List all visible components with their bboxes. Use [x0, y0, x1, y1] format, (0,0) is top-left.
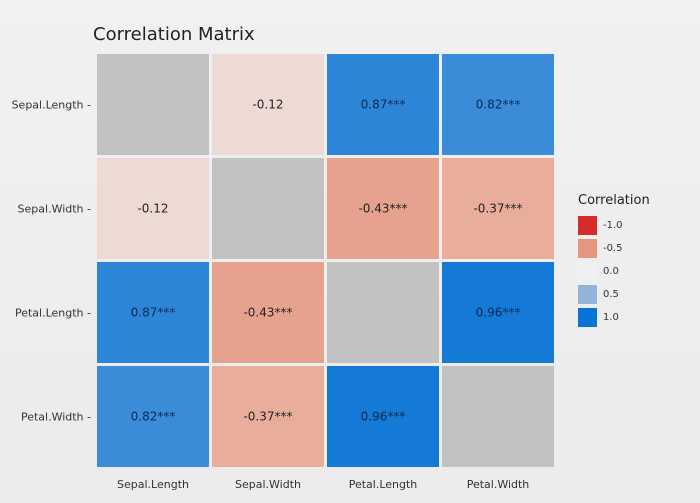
x-tick-label: Petal.Width	[467, 478, 530, 491]
legend-label: -0.5	[603, 243, 623, 254]
cell-value-label: -0.12	[137, 202, 168, 216]
legend-title: Correlation	[578, 193, 650, 208]
y-tick-label: Sepal.Width -	[18, 203, 91, 216]
heatmap-cell	[327, 158, 439, 259]
cell-value-label: 0.82***	[476, 98, 521, 112]
heatmap-cell	[212, 366, 324, 467]
heatmap-cell	[97, 366, 209, 467]
legend-entry: -0.5	[578, 237, 678, 260]
x-tick-label: Petal.Length	[349, 478, 418, 491]
legend-swatch	[578, 216, 597, 235]
cell-value-label: 0.96***	[476, 306, 521, 320]
legend-swatch	[578, 262, 597, 281]
cell-value-label: 0.96***	[361, 410, 406, 424]
heatmap-cell	[442, 54, 554, 155]
cell-value-label: 0.87***	[131, 306, 176, 320]
legend-entry: 0.5	[578, 283, 678, 306]
legend-label: 0.0	[603, 266, 619, 277]
cell-value-label: 0.82***	[131, 410, 176, 424]
legend-swatch	[578, 308, 597, 327]
x-tick-label: Sepal.Length	[117, 478, 189, 491]
y-tick-label: Sepal.Length -	[12, 99, 91, 112]
cell-value-label: 0.87***	[361, 98, 406, 112]
heatmap-cell	[442, 158, 554, 259]
heatmap-cell	[97, 158, 209, 259]
heatmap-cell	[442, 366, 554, 467]
heatmap-cell	[212, 158, 324, 259]
y-tick-label: Petal.Length -	[15, 307, 91, 320]
x-tick-label: Sepal.Width	[235, 478, 301, 491]
heatmap-cell	[442, 262, 554, 363]
legend-label: 0.5	[603, 289, 619, 300]
legend-entry: -1.0	[578, 214, 678, 237]
legend-label: -1.0	[603, 220, 623, 231]
heatmap-cell	[212, 262, 324, 363]
legend-entry: 1.0	[578, 306, 678, 329]
heatmap-cell	[212, 54, 324, 155]
legend-swatch	[578, 285, 597, 304]
heatmap-cell	[97, 262, 209, 363]
cell-value-label: -0.43***	[358, 202, 407, 216]
y-tick-label: Petal.Width -	[21, 411, 91, 424]
cell-value-label: -0.43***	[243, 306, 292, 320]
chart-title: Correlation Matrix	[93, 24, 255, 45]
legend-swatch	[578, 239, 597, 258]
legend-label: 1.0	[603, 312, 619, 323]
cell-value-label: -0.12	[252, 98, 283, 112]
legend-entry: 0.0	[578, 260, 678, 283]
cell-value-label: -0.37***	[473, 202, 522, 216]
heatmap-cell	[327, 366, 439, 467]
heatmap-cell	[97, 54, 209, 155]
cell-value-label: -0.37***	[243, 410, 292, 424]
heatmap-cell	[327, 262, 439, 363]
heatmap-cell	[327, 54, 439, 155]
legend: Correlation -1.0 -0.5 0.0 0.5 1.0	[578, 193, 678, 329]
